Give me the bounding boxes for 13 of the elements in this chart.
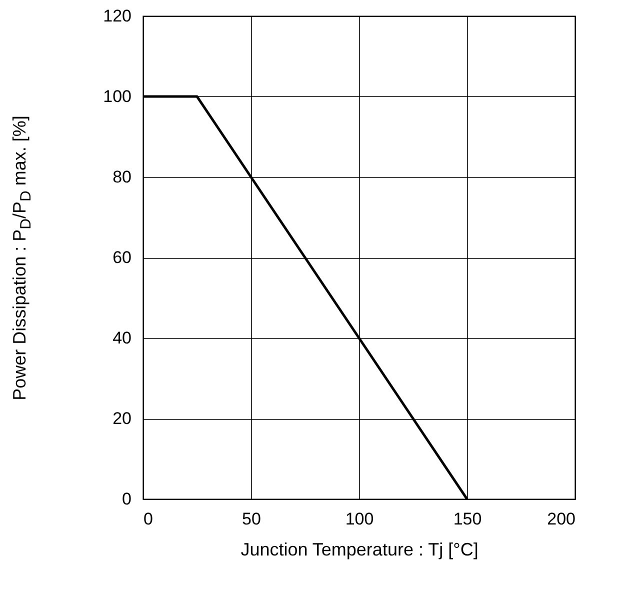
- x-tick-label: 50: [242, 510, 261, 528]
- x-tick-label: 200: [547, 510, 576, 528]
- x-tick-label: 100: [345, 510, 374, 528]
- y-tick-label: 20: [112, 409, 132, 428]
- y-tick-label: 100: [103, 87, 132, 106]
- y-tick-label: 40: [112, 328, 132, 348]
- x-tick-label: 150: [453, 510, 482, 528]
- x-axis-title: Junction Temperature : Tj [°C]: [240, 540, 478, 560]
- y-tick-label: 80: [112, 168, 132, 186]
- x-tick-label: 0: [144, 510, 153, 528]
- y-tick-label: 120: [103, 6, 132, 26]
- y-tick-label: 0: [122, 490, 132, 508]
- y-tick-label: 60: [112, 248, 132, 267]
